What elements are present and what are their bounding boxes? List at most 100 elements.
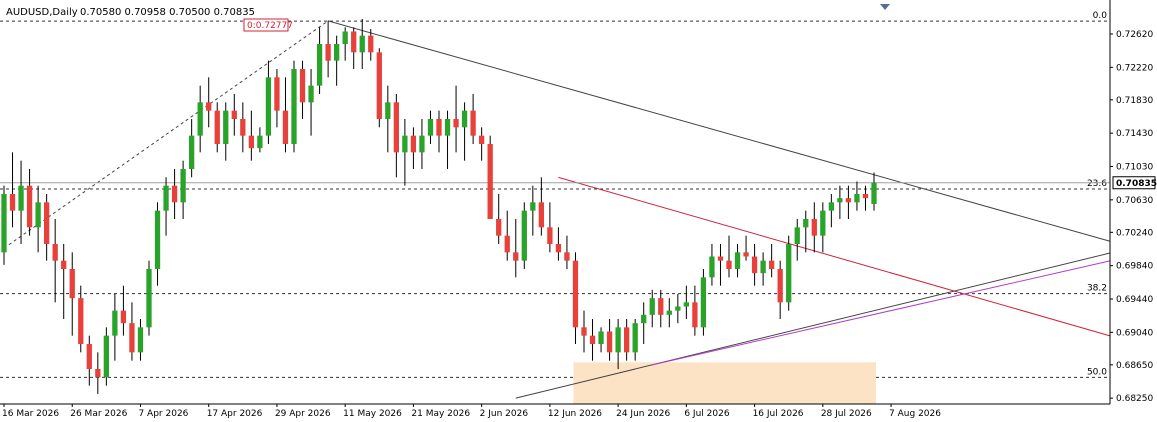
candle[interactable] — [692, 285, 698, 336]
candle[interactable] — [265, 60, 272, 144]
candle[interactable] — [248, 110, 254, 161]
candle[interactable] — [521, 202, 527, 269]
candle[interactable] — [95, 352, 101, 394]
candle[interactable] — [427, 110, 434, 144]
candle[interactable] — [513, 219, 519, 278]
candle[interactable] — [504, 210, 510, 261]
candle[interactable] — [410, 127, 417, 169]
candle[interactable] — [820, 202, 826, 253]
candle[interactable] — [197, 85, 203, 153]
candle[interactable] — [189, 119, 195, 178]
candle[interactable] — [171, 169, 178, 219]
candle[interactable] — [862, 185, 869, 211]
candle[interactable] — [163, 177, 169, 236]
candle[interactable] — [751, 244, 758, 286]
candle[interactable] — [325, 20, 331, 78]
candle[interactable] — [26, 169, 33, 236]
candle[interactable] — [675, 294, 681, 324]
candle[interactable] — [44, 194, 50, 261]
candle[interactable] — [223, 102, 229, 161]
candle[interactable] — [666, 298, 672, 328]
candle[interactable] — [274, 69, 280, 128]
candle[interactable] — [308, 69, 314, 136]
candle[interactable] — [786, 235, 792, 311]
candle[interactable] — [854, 181, 860, 211]
red-resistance-line[interactable] — [558, 176, 1111, 337]
candle[interactable] — [282, 77, 289, 153]
candle[interactable] — [52, 219, 58, 303]
rising-support-line[interactable] — [515, 252, 1111, 399]
candle[interactable] — [479, 127, 485, 161]
candle[interactable] — [709, 244, 715, 286]
candle[interactable] — [86, 335, 92, 386]
candle[interactable] — [419, 119, 425, 169]
support-zone[interactable] — [573, 362, 876, 404]
candle[interactable] — [794, 219, 800, 261]
candle[interactable] — [572, 252, 579, 344]
candle[interactable] — [342, 27, 348, 61]
candle[interactable] — [624, 319, 630, 361]
candle[interactable] — [811, 202, 817, 253]
candle[interactable] — [461, 102, 468, 161]
candle[interactable] — [137, 319, 144, 361]
candle[interactable] — [760, 252, 766, 286]
candle[interactable] — [316, 27, 323, 94]
candle[interactable] — [547, 202, 553, 253]
candle[interactable] — [538, 177, 544, 236]
candle[interactable] — [726, 235, 732, 278]
candle[interactable] — [291, 60, 297, 153]
candle[interactable] — [777, 260, 783, 319]
time-axis[interactable]: 16 Mar 2026 26 Mar 2026 7 Apr 2026 17 Apr 2… — [2, 404, 941, 419]
candle[interactable] — [487, 135, 493, 219]
purple-support-line[interactable] — [652, 260, 1111, 366]
candle[interactable] — [496, 194, 502, 244]
candle[interactable] — [368, 29, 374, 61]
candle[interactable] — [385, 85, 391, 153]
candle[interactable] — [214, 102, 220, 153]
candle[interactable] — [9, 152, 16, 228]
candle[interactable] — [828, 194, 834, 228]
candle[interactable] — [845, 185, 852, 219]
candle[interactable] — [129, 302, 135, 361]
candle[interactable] — [871, 172, 877, 211]
candle[interactable] — [154, 202, 161, 286]
candle[interactable] — [103, 327, 109, 386]
candle[interactable] — [564, 235, 570, 269]
candle[interactable] — [649, 289, 655, 328]
candle[interactable] — [683, 285, 689, 319]
candle[interactable] — [734, 244, 741, 278]
candle[interactable] — [606, 319, 613, 361]
candle[interactable] — [180, 160, 186, 219]
candles[interactable] — [1, 19, 877, 394]
candle[interactable] — [555, 227, 562, 261]
candle[interactable] — [470, 94, 476, 144]
candle[interactable] — [453, 85, 459, 153]
candle[interactable] — [240, 102, 246, 153]
candle[interactable] — [589, 319, 596, 361]
candle[interactable] — [69, 252, 75, 336]
candle[interactable] — [146, 260, 152, 336]
candle[interactable] — [402, 119, 408, 186]
candle[interactable] — [376, 48, 382, 128]
candle[interactable] — [581, 310, 587, 353]
candle[interactable] — [257, 127, 263, 153]
candle[interactable] — [641, 302, 647, 344]
candle[interactable] — [615, 319, 621, 369]
candle[interactable] — [632, 319, 638, 361]
descending-trendline[interactable] — [327, 20, 1111, 242]
chart-shift-marker-icon[interactable] — [880, 4, 890, 10]
candle[interactable] — [598, 327, 604, 353]
candle[interactable] — [1, 185, 7, 265]
candle[interactable] — [206, 77, 212, 128]
candle[interactable] — [18, 160, 24, 244]
candle[interactable] — [393, 94, 399, 178]
candle[interactable] — [803, 210, 809, 253]
candle[interactable] — [351, 27, 357, 69]
candle[interactable] — [299, 60, 306, 119]
candle[interactable] — [837, 185, 843, 219]
candle[interactable] — [231, 94, 237, 136]
candle[interactable] — [444, 110, 451, 169]
candle[interactable] — [769, 244, 775, 278]
candle[interactable] — [78, 285, 84, 353]
